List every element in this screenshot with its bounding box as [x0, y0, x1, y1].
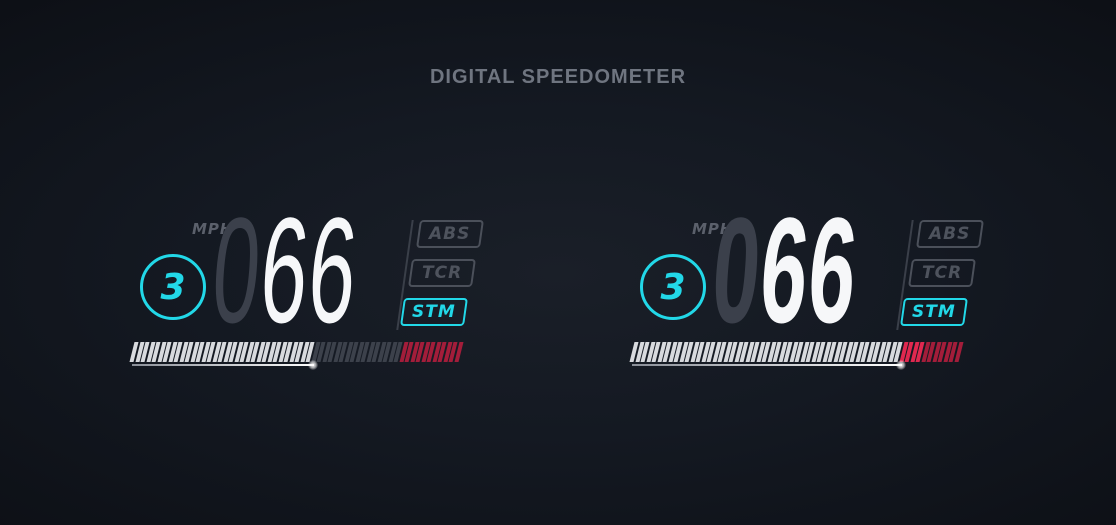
page-title: DIGITAL SPEEDOMETER	[429, 66, 687, 88]
gear-indicator: 3	[140, 254, 206, 320]
tachometer-baseline	[132, 364, 314, 366]
gear-indicator: 3	[640, 254, 706, 320]
gear-value: 3	[660, 266, 686, 308]
speed-unit: MPH	[192, 220, 234, 238]
tachometer-baseline	[632, 364, 902, 366]
gear-value: 3	[160, 266, 186, 308]
tcr-badge-label: TCR	[421, 263, 463, 283]
abs-badge-label: ABS	[429, 224, 471, 244]
tachometer-needle-glow	[307, 360, 318, 370]
stm-badge: STM	[400, 298, 468, 326]
speed-unit: MPH	[692, 220, 734, 238]
tachometer-needle-glow	[895, 360, 906, 370]
abs-badge: ABS	[916, 220, 984, 248]
stm-badge-label: STM	[412, 302, 456, 322]
abs-badge-label: ABS	[929, 224, 971, 244]
tcr-badge: TCR	[908, 259, 976, 287]
abs-badge: ABS	[416, 220, 484, 248]
tachometer-bar	[629, 342, 963, 370]
tachometer-ticks	[129, 342, 463, 362]
tcr-badge: TCR	[408, 259, 476, 287]
tcr-badge-label: TCR	[921, 263, 963, 283]
stm-badge-label: STM	[912, 302, 956, 322]
tachometer-ticks	[629, 342, 963, 362]
stm-badge: STM	[900, 298, 968, 326]
tachometer-bar	[129, 342, 463, 370]
